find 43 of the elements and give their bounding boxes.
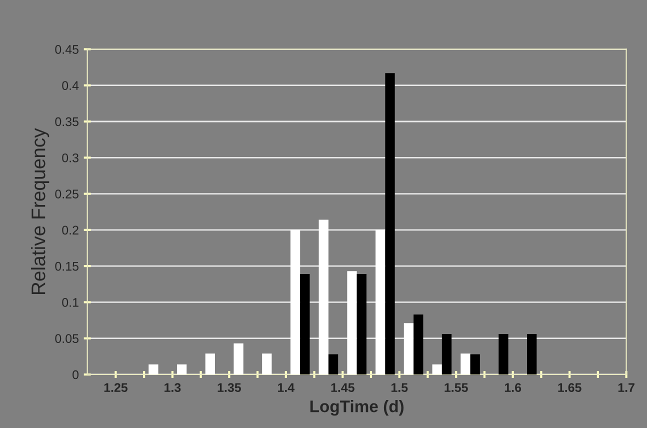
x-tick-label: 1.5 (391, 383, 408, 392)
x-tick-label: 1.7 (618, 383, 634, 392)
y-tick-label: 0.3 (62, 153, 78, 162)
x-axis-title: LogTime (d) (310, 400, 404, 416)
bar (442, 334, 452, 374)
y-axis-title: Relative Frequency (31, 128, 50, 294)
bar (404, 323, 414, 374)
bar (262, 354, 272, 374)
y-tick-label: 0.45 (55, 45, 78, 54)
bar (205, 354, 215, 374)
x-tick-label: 1.55 (444, 383, 468, 392)
x-tick-label: 1.4 (278, 383, 295, 392)
y-tick-label: 0.25 (55, 190, 78, 198)
bar (385, 73, 395, 374)
bar (527, 334, 537, 374)
bar (460, 354, 470, 374)
y-tick-label: 0.15 (55, 262, 78, 271)
bar (148, 364, 158, 374)
bar (356, 274, 366, 374)
bar (432, 364, 442, 374)
x-tick-label: 1.45 (331, 383, 354, 392)
bar (347, 271, 357, 374)
bar (376, 230, 386, 374)
y-tick-label: 0 (72, 370, 79, 380)
bar (176, 364, 187, 374)
y-tick-label: 0.4 (62, 81, 79, 90)
bar (498, 334, 508, 374)
bar (414, 314, 424, 374)
bar (470, 354, 480, 374)
y-tick-label: 0.2 (62, 226, 78, 235)
bar (234, 343, 244, 374)
x-tick-label: 1.3 (164, 383, 181, 392)
bar (290, 230, 300, 374)
x-tick-label: 1.6 (504, 383, 522, 392)
x-tick-label: 1.65 (558, 383, 582, 392)
y-tick-label: 0.1 (62, 298, 78, 307)
x-tick-label: 1.25 (104, 383, 128, 392)
y-tick-label: 0.05 (55, 334, 78, 344)
bar (300, 274, 310, 374)
bar (318, 220, 328, 374)
x-tick-label: 1.35 (218, 383, 241, 392)
bar (328, 354, 338, 374)
y-tick-label: 0.35 (55, 117, 78, 126)
